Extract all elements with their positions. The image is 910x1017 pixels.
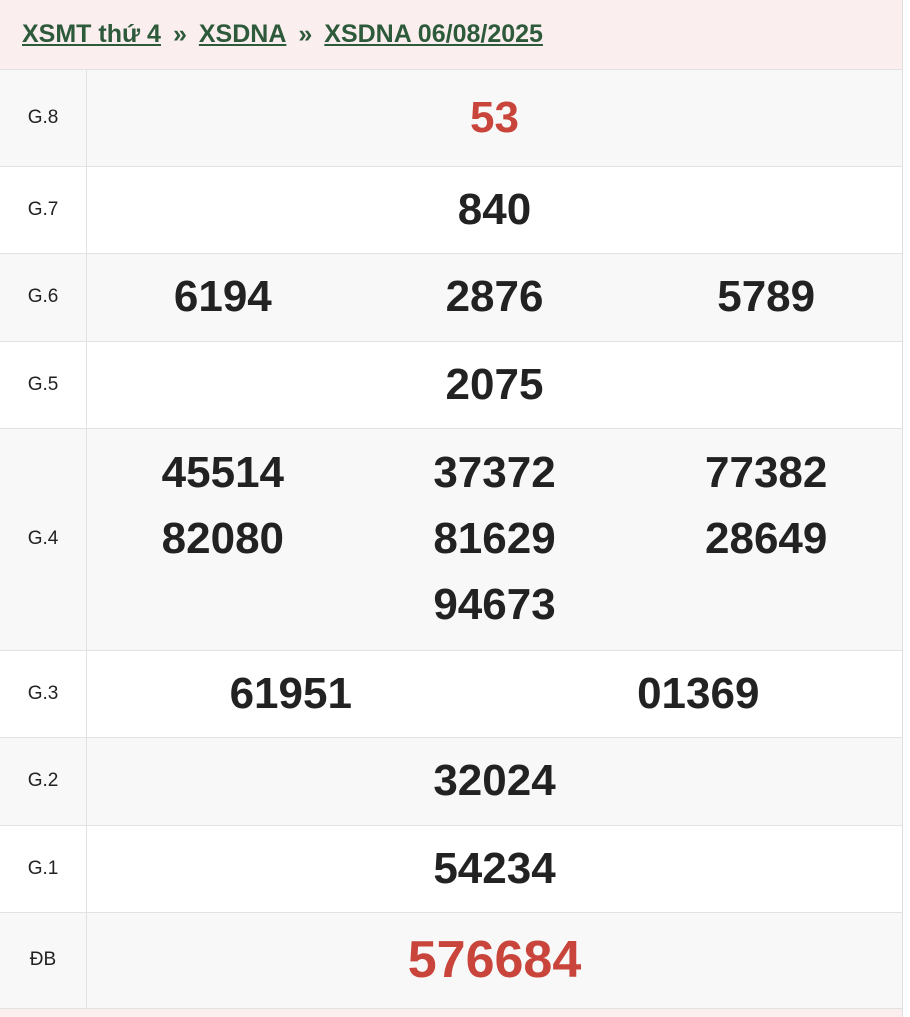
- prize-label: G.7: [0, 166, 87, 254]
- prize-values: 45514 82080 37372 81629 94673 77382 28649: [86, 428, 902, 651]
- prize-row: G.3 61951 01369: [0, 650, 903, 738]
- prize-number: 94673: [433, 580, 556, 629]
- breadcrumb-link-xsmt[interactable]: XSMT thứ 4: [22, 20, 161, 48]
- prize-column: 54234: [87, 836, 902, 902]
- prize-column: 2075: [87, 352, 902, 418]
- footer-strip: [0, 1008, 902, 1017]
- prize-column: 32024: [87, 748, 902, 814]
- prize-column: 01369: [495, 661, 903, 727]
- prize-number: 6194: [173, 272, 272, 321]
- prize-number: 01369: [637, 668, 760, 718]
- prize-column: 37372 81629 94673: [359, 440, 631, 638]
- prize-row: G.5 2075: [0, 341, 902, 429]
- breadcrumb-link-date[interactable]: XSDNA 06/08/2025: [324, 20, 543, 48]
- prize-number: 54234: [433, 843, 556, 893]
- prize-values: 2075: [86, 341, 902, 429]
- prize-column: 840: [87, 177, 902, 243]
- breadcrumb-separator: »: [172, 20, 187, 48]
- prize-number: 82080: [161, 514, 285, 563]
- prize-number: 81629: [433, 514, 556, 563]
- prize-number: 45514: [161, 448, 285, 497]
- prize-label: G.1: [0, 825, 87, 913]
- prize-row: G.1 54234: [0, 825, 902, 913]
- prize-column: 45514 82080: [87, 440, 359, 638]
- prize-number: 576684: [407, 931, 582, 989]
- prize-row: G.2 32024: [0, 737, 902, 826]
- prize-number: 2075: [445, 359, 544, 409]
- prize-values: 6194 2876 5789: [86, 253, 902, 342]
- prize-number: 32024: [433, 756, 556, 805]
- prize-number: 5789: [717, 272, 816, 321]
- breadcrumb-link-xsdna[interactable]: XSDNA: [198, 20, 287, 48]
- prize-label: G.3: [0, 650, 87, 738]
- prize-number: 2876: [445, 272, 544, 321]
- prize-values: 61951 01369: [86, 650, 903, 738]
- prize-label: G.2: [0, 737, 87, 826]
- prize-column: 5789: [630, 264, 902, 330]
- prize-number: 61951: [229, 668, 352, 718]
- prize-row: ĐB 576684: [0, 912, 902, 1009]
- prize-values: 32024: [86, 737, 902, 826]
- prize-values: 54234: [86, 825, 902, 913]
- prize-label: G.5: [0, 341, 87, 429]
- prize-row: G.6 6194 2876 5789: [0, 253, 902, 342]
- prize-label: G.4: [0, 428, 87, 651]
- prize-column: 2876: [359, 264, 631, 330]
- prize-row: G.4 45514 82080 37372 81629 94673 77382 28649: [0, 428, 902, 651]
- prize-column: 61951: [87, 661, 495, 727]
- results-table: G.8 53 G.7 840 G.6 6194 2876 5789 G.5 2075 G.4 4551…: [0, 70, 902, 1009]
- prize-number: 53: [470, 92, 519, 142]
- prize-row: G.8 53: [0, 70, 902, 167]
- prize-number: 840: [457, 184, 532, 234]
- prize-column: 576684: [87, 927, 902, 993]
- prize-column: 6194: [87, 264, 359, 330]
- prize-number: 77382: [705, 448, 828, 497]
- prize-label: G.8: [0, 70, 87, 167]
- breadcrumb: XSMT thứ 4 » XSDNA » XSDNA 06/08/2025: [0, 0, 902, 70]
- prize-column: 53: [87, 85, 902, 151]
- prize-label: G.6: [0, 253, 87, 342]
- prize-row: G.7 840: [0, 166, 902, 254]
- prize-number: 28649: [705, 514, 828, 563]
- prize-label: ĐB: [0, 912, 87, 1009]
- prize-number: 37372: [433, 448, 556, 497]
- prize-values: 53: [86, 70, 902, 167]
- prize-values: 840: [86, 166, 902, 254]
- prize-column: 77382 28649: [630, 440, 902, 638]
- prize-values: 576684: [86, 912, 902, 1009]
- breadcrumb-separator: »: [298, 20, 313, 48]
